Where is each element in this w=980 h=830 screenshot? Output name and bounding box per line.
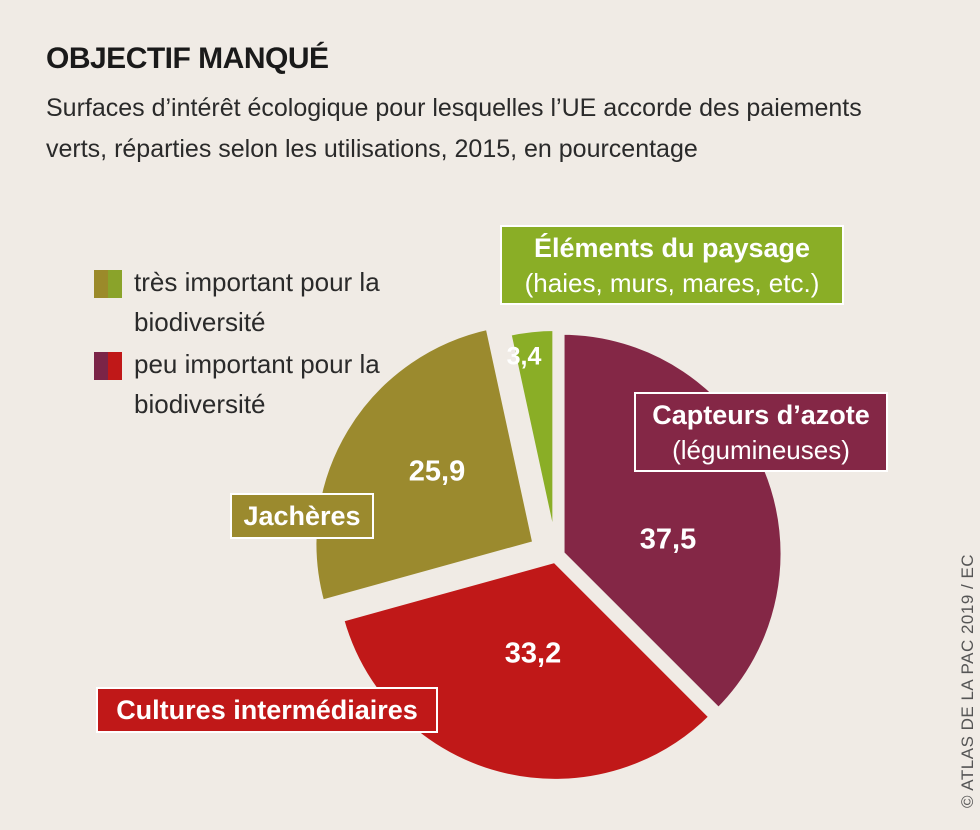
slice-name-capteurs: Capteurs d’azote (652, 400, 870, 430)
pie-slice-elements (504, 325, 559, 551)
slice-sublabel-capteurs: (légumineuses) (672, 435, 850, 465)
legend-label-very-important: très important pour la biodiversité (134, 267, 380, 337)
legend-swatch-less-important (94, 352, 122, 380)
legend-swatch-very-important (94, 270, 122, 298)
legend-item-very-important: très important pour la biodiversité (94, 262, 404, 342)
slice-name-jacheres: Jachères (243, 501, 361, 531)
slice-label-capteurs: Capteurs d’azote (légumineuses) (634, 392, 888, 472)
slice-label-cultures: Cultures intermédiaires (96, 687, 438, 733)
chart-title: OBJECTIF MANQUÉ (46, 42, 329, 75)
slice-label-elements: Éléments du paysage (haies, murs, mares,… (500, 225, 844, 305)
slice-value-elements: 3,4 (506, 342, 542, 371)
slice-value-cultures: 33,2 (504, 637, 562, 670)
legend-item-less-important: peu important pour la biodiversité (94, 344, 404, 424)
chart-subtitle: Surfaces d’intérêt écologique pour lesqu… (46, 94, 862, 163)
slice-value-jacheres: 25,9 (408, 455, 466, 488)
slice-label-jacheres: Jachères (230, 493, 374, 539)
slice-value-capteurs: 37,5 (639, 523, 697, 556)
slice-sublabel-elements: (haies, murs, mares, etc.) (524, 268, 820, 298)
slice-name-cultures: Cultures intermédiaires (116, 695, 418, 725)
credit-text: © ATLAS DE LA PAC 2019 / EC (958, 553, 977, 808)
slice-name-elements: Éléments du paysage (533, 233, 811, 263)
legend-label-less-important: peu important pour la biodiversité (134, 349, 380, 419)
